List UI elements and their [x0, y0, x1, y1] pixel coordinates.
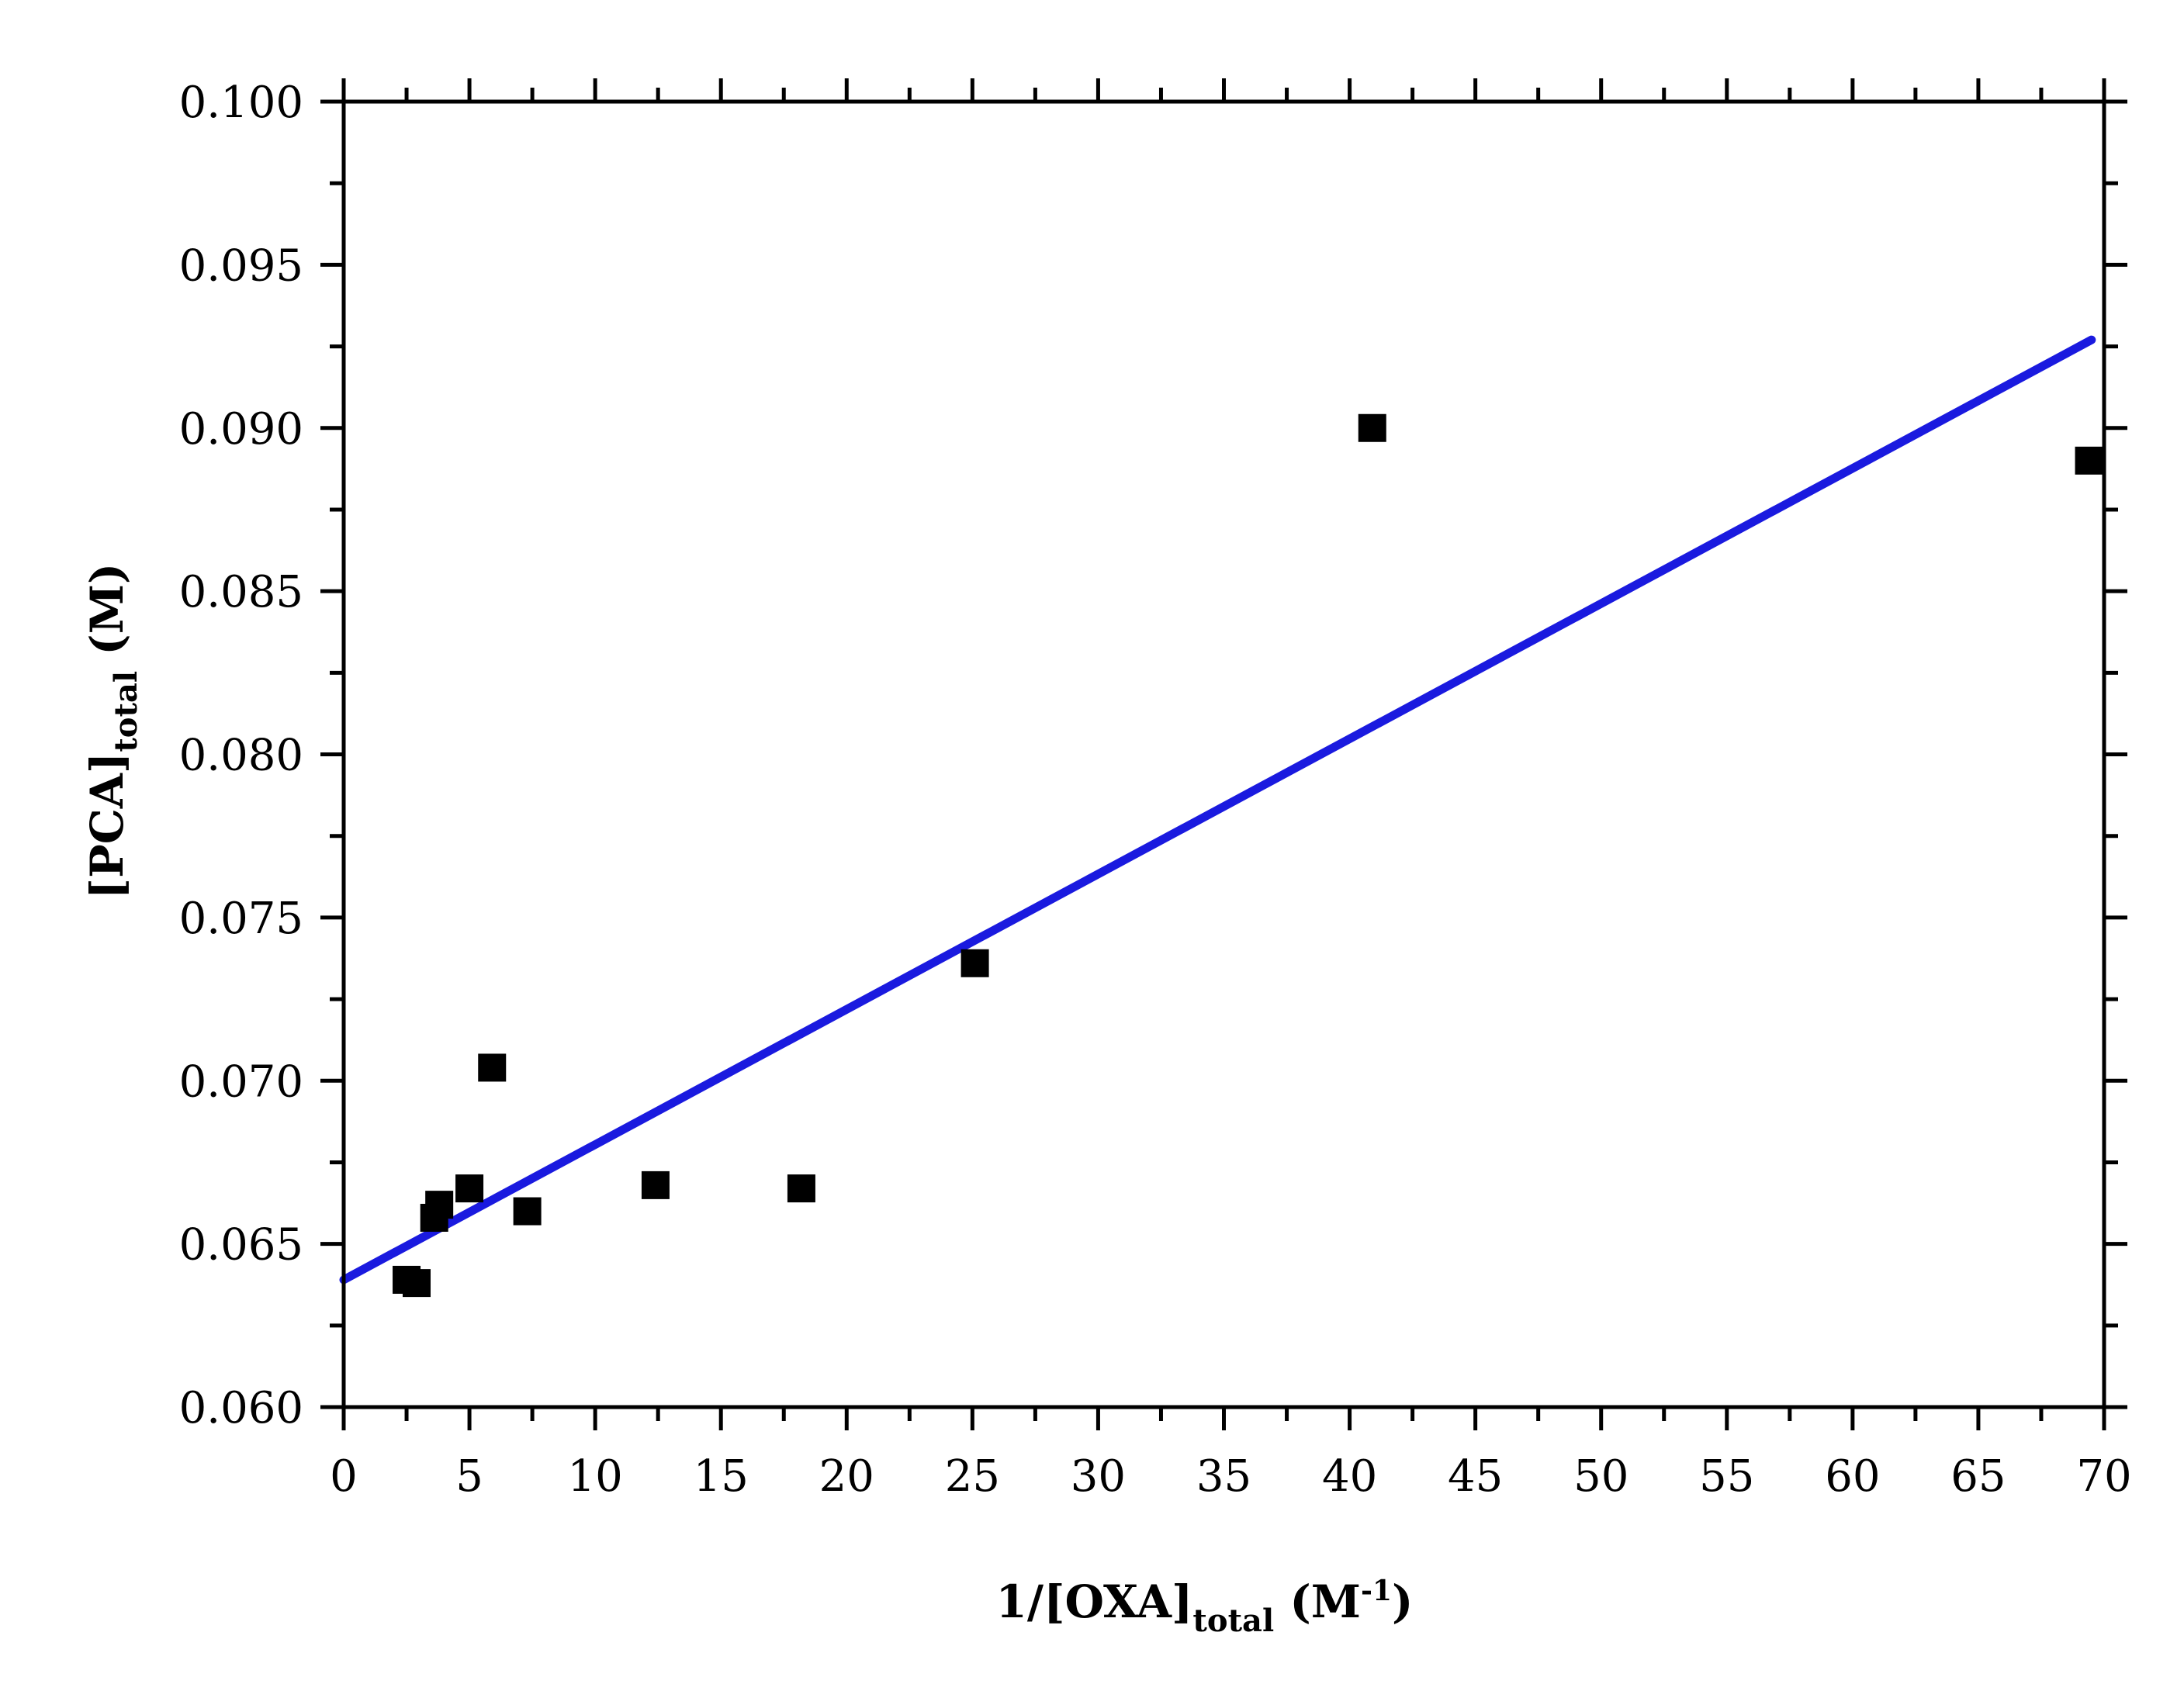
- x-axis-title-unit-close: ): [1392, 1575, 1413, 1628]
- x-axis-title-prefix: 1/[OXA]: [996, 1575, 1193, 1628]
- points-layer: [393, 413, 2103, 1298]
- x-axis-title-superscript: -1: [1361, 1575, 1392, 1607]
- y-axis-title-subscript: total: [108, 671, 144, 752]
- y-tick-label: 0.085: [179, 567, 303, 617]
- y-tick-label: 0.095: [179, 240, 303, 291]
- ticks-layer: [320, 78, 2127, 1430]
- x-tick-label: 20: [819, 1451, 874, 1502]
- data-point: [787, 1174, 815, 1203]
- x-tick-label: 45: [1448, 1451, 1503, 1502]
- y-axis-title: [PCA]total (M): [81, 563, 144, 900]
- x-tick-label: 70: [2076, 1451, 2131, 1502]
- x-tick-label: 0: [330, 1451, 358, 1502]
- data-point: [425, 1191, 454, 1219]
- x-axis-title: 1/[OXA]total (M-1): [996, 1575, 1414, 1639]
- fit-layer: [339, 335, 2096, 1285]
- x-tick-label: 30: [1071, 1451, 1126, 1502]
- x-tick-label: 5: [455, 1451, 483, 1502]
- y-axis-title-suffix: (M): [81, 563, 133, 671]
- x-tick-label: 10: [568, 1451, 623, 1502]
- x-tick-label: 35: [1196, 1451, 1251, 1502]
- x-tick-label: 55: [1699, 1451, 1754, 1502]
- x-axis-title-subscript: total: [1192, 1603, 1274, 1639]
- data-point: [1358, 413, 1386, 442]
- y-tick-label: 0.070: [179, 1056, 303, 1107]
- x-tick-label: 15: [694, 1451, 749, 1502]
- y-tick-label: 0.060: [179, 1383, 303, 1433]
- y-tick-label: 0.100: [179, 78, 303, 128]
- y-tick-label: 0.090: [179, 404, 303, 455]
- fit-line: [339, 335, 2096, 1285]
- x-tick-label: 65: [1950, 1451, 2006, 1502]
- data-point: [960, 949, 989, 977]
- labels-layer: 0 5 10 15 20 25 30 35 40 45 50 55 60 65 70 0.060 0.065 0.…: [179, 78, 2132, 1502]
- plot-frame: [341, 99, 2106, 1409]
- y-tick-label: 0.080: [179, 731, 303, 781]
- x-tick-label: 40: [1322, 1451, 1377, 1502]
- y-axis-title-prefix: [PCA]: [81, 752, 133, 900]
- data-point: [2075, 446, 2103, 475]
- y-tick-label: 0.075: [179, 894, 303, 944]
- x-tick-label: 60: [1825, 1451, 1880, 1502]
- x-tick-label: 50: [1573, 1451, 1628, 1502]
- data-point: [455, 1174, 484, 1203]
- x-tick-label: 25: [945, 1451, 1000, 1502]
- data-point: [513, 1197, 542, 1226]
- data-point: [641, 1171, 670, 1199]
- data-point: [478, 1053, 507, 1082]
- x-axis-title-unit-open: (M: [1274, 1575, 1361, 1628]
- data-point: [403, 1269, 431, 1298]
- y-tick-label: 0.065: [179, 1220, 303, 1271]
